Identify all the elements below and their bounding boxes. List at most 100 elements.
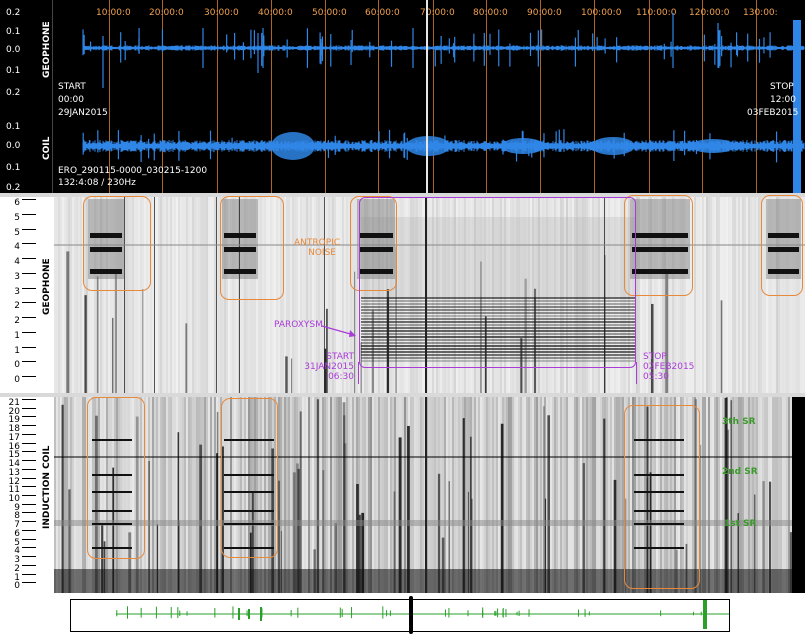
freq-label: 5 — [14, 212, 20, 223]
freq-label: 0 — [14, 375, 20, 386]
grid-line — [271, 0, 272, 193]
freq-label: 3 — [14, 271, 20, 282]
grid-line — [702, 0, 703, 193]
freq-tick — [22, 582, 36, 592]
freq-label: 7 — [14, 520, 20, 531]
antropic-noise-box — [221, 398, 278, 558]
freq-tick — [22, 460, 36, 470]
freq-label: 5 — [14, 227, 20, 238]
freq-tick — [22, 376, 36, 392]
start-word: START — [326, 352, 354, 362]
freq-label: 4 — [14, 257, 20, 268]
antropic-noise-box — [87, 397, 145, 559]
time-tick-label: 30:00:0 — [204, 8, 239, 18]
geophone-spectrogram-label: GEOPHONE — [42, 258, 52, 315]
start-line2: 00:00 — [58, 95, 84, 105]
paroxysm-label: PAROXYSM — [274, 320, 323, 330]
stop-time: 05:30 — [643, 372, 669, 382]
freq-label: 16 — [8, 441, 20, 452]
antropic-noise-box — [624, 405, 700, 589]
grid-line — [433, 0, 434, 193]
freq-tick — [22, 433, 36, 444]
freq-tick — [22, 199, 36, 215]
y-tick: 0.1 — [6, 163, 21, 173]
freq-label: 1 — [14, 572, 20, 583]
freq-label: 6 — [14, 528, 20, 539]
stop-date: 02FEB2015 — [643, 362, 695, 372]
freq-tick — [22, 399, 36, 409]
freq-tick — [22, 272, 36, 289]
sr2-label: 2nd SR — [722, 467, 758, 477]
grid-line — [540, 0, 541, 193]
freq-tick — [22, 503, 36, 514]
paroxysm-start: START 31JAN2015 06:30 — [304, 352, 354, 382]
freq-tick — [22, 468, 36, 479]
grid-line — [217, 0, 218, 193]
overview-strip[interactable] — [70, 599, 730, 632]
freq-tick — [22, 425, 36, 435]
grid-line — [486, 0, 487, 193]
time-tick-label: 90:00:0 — [527, 8, 562, 18]
freq-label: 1 — [14, 345, 20, 356]
freq-tick — [22, 486, 36, 496]
coil-spectrogram — [54, 397, 805, 593]
start-marker — [358, 362, 359, 384]
time-tick-label: 130:00: — [743, 8, 778, 18]
time-tick-label: 60:00:0 — [365, 8, 400, 18]
start-line1: START — [58, 82, 86, 92]
freq-label: 4 — [14, 546, 20, 557]
freq-label: 17 — [8, 432, 20, 443]
grid-line — [378, 0, 379, 193]
antropic-noise-box — [350, 196, 397, 291]
antropic-noise-box — [83, 196, 151, 291]
freq-label: 6 — [14, 198, 20, 208]
y-tick: 0.1 — [6, 27, 21, 37]
sr3-label: 3th SR — [722, 417, 756, 427]
freq-tick — [22, 302, 36, 318]
y-tick: 0.2 — [6, 88, 21, 98]
y-tick: 0.1 — [6, 122, 21, 132]
geophone-trace-label: GEOPHONE — [42, 21, 52, 78]
freq-label: 2 — [14, 301, 20, 312]
panel-divider — [0, 193, 805, 197]
freq-label: 21 — [8, 398, 20, 408]
y-tick: 0.0 — [6, 141, 21, 151]
freq-label: 2 — [14, 316, 20, 327]
freq-tick — [22, 213, 36, 230]
grid-line — [649, 0, 650, 193]
freq-label: 12 — [8, 476, 20, 487]
coil-spectrogram-panel: INDUCTION COIL 21 20 19 18 17 16 15 14 13 12 11 10 9… — [0, 397, 805, 593]
freq-label: 0 — [14, 360, 20, 371]
freq-tick — [22, 243, 36, 259]
freq-label: 19 — [8, 415, 20, 426]
stop-line2: 12:00 — [770, 95, 796, 105]
grid-line — [594, 0, 595, 193]
coil-trace-label: COIL — [42, 136, 52, 160]
freq-axis-box: 6 5 5 4 4 3 3 2 2 1 1 0 0 — [0, 197, 36, 389]
stop-word: STOP — [643, 352, 667, 362]
start-line3: 29JAN2015 — [58, 108, 108, 118]
time-tick-label: 50:00:0 — [312, 8, 347, 18]
sr1-label: 1st SR — [724, 519, 757, 529]
stop-line1: STOP — [770, 82, 794, 92]
waveform-traces — [82, 13, 805, 193]
overview-cursor[interactable] — [409, 596, 413, 634]
y-tick: 0.0 — [6, 45, 21, 55]
antropic-noise-box — [220, 196, 284, 300]
freq-tick — [22, 495, 36, 505]
record-info: 132:4:08 / 230Hz — [58, 178, 136, 188]
freq-tick — [22, 416, 36, 426]
grid-line — [109, 0, 110, 193]
freq-tick — [22, 547, 36, 557]
time-cursor[interactable] — [426, 0, 428, 193]
freq-tick — [22, 538, 36, 549]
time-tick-label: 40:00:0 — [258, 8, 293, 18]
freq-label: 11 — [8, 485, 20, 496]
freq-label: 1 — [14, 330, 20, 341]
freq-tick — [22, 556, 36, 566]
stop-line3: 03FEB2015 — [747, 108, 799, 118]
antropic-noise-box — [761, 195, 803, 296]
antropic-noise-box — [624, 195, 693, 296]
time-tick-label: 20:00:0 — [149, 8, 184, 18]
freq-tick — [22, 477, 36, 488]
